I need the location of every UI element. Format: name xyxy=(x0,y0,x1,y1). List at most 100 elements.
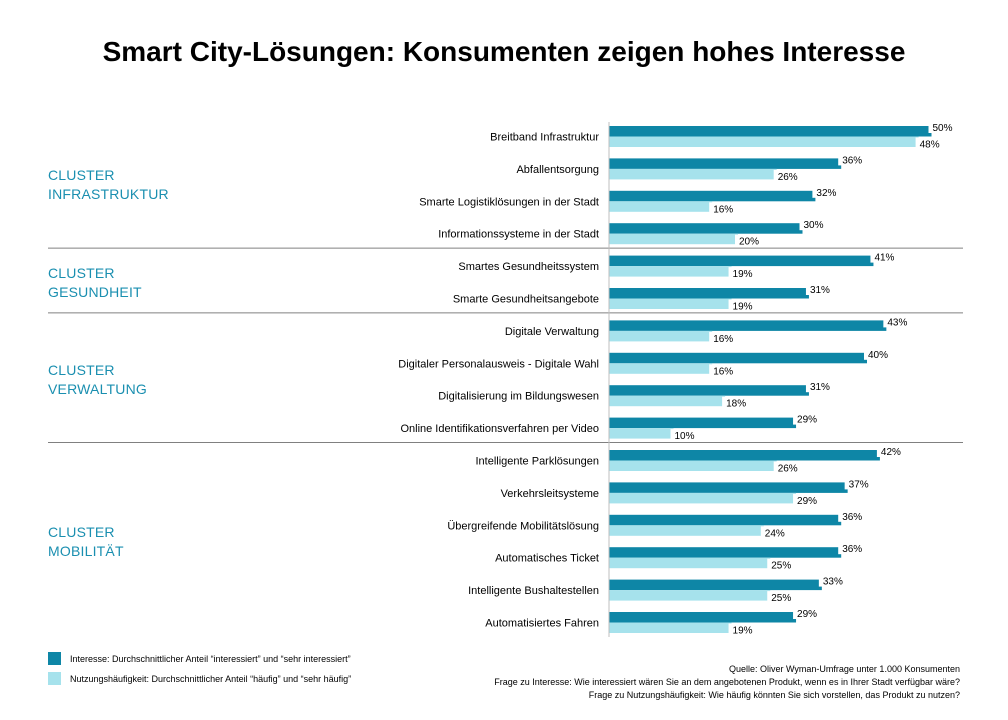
data-label-interest: 33% xyxy=(823,577,843,588)
category-label: Automatisches Ticket xyxy=(495,553,599,565)
bar-interest xyxy=(609,288,809,299)
bar-usage xyxy=(609,363,713,374)
data-label-interest: 37% xyxy=(849,479,869,490)
data-label-usage: 24% xyxy=(765,528,785,539)
cluster-label-line1: CLUSTER xyxy=(48,265,115,281)
data-label-bg xyxy=(773,169,804,182)
bar-usage xyxy=(609,298,732,309)
data-label-interest: 36% xyxy=(842,512,862,523)
category-label: Breitband Infrastruktur xyxy=(490,132,599,144)
data-label-interest: 43% xyxy=(887,317,907,328)
data-label-bg xyxy=(767,558,798,571)
data-label-bg xyxy=(805,283,836,295)
data-label-bg xyxy=(760,526,791,539)
bar-interest xyxy=(609,352,867,364)
data-label-interest: 36% xyxy=(842,155,862,166)
bar-usage xyxy=(609,525,764,536)
data-label-interest: 50% xyxy=(933,123,953,134)
data-label-usage: 16% xyxy=(713,366,733,377)
data-label-usage: 26% xyxy=(778,172,798,183)
data-label-usage: 10% xyxy=(675,431,695,442)
data-label-usage: 16% xyxy=(713,204,733,215)
category-label: Digitale Verwaltung xyxy=(505,326,599,338)
bar-usage xyxy=(609,590,771,601)
bar-interest xyxy=(609,612,797,623)
data-label-interest: 31% xyxy=(810,285,830,296)
bar-interest xyxy=(609,450,880,461)
data-label-bg xyxy=(838,542,869,555)
bar-interest xyxy=(609,255,874,267)
data-label-usage: 18% xyxy=(726,399,746,410)
data-label-bg xyxy=(793,412,824,425)
bar-interest xyxy=(609,385,809,396)
data-label-bg xyxy=(767,591,798,604)
cluster-label-line1: CLUSTER xyxy=(48,524,115,540)
category-label: Intelligente Bushaltestellen xyxy=(468,585,599,597)
legend-swatch-interest xyxy=(48,652,61,665)
category-label: Informationssysteme in der Stadt xyxy=(438,229,599,241)
bar-interest xyxy=(609,126,932,137)
data-label-interest: 31% xyxy=(810,382,830,393)
bar-usage xyxy=(609,557,771,569)
question-usage-line: Frage zu Nutzungshäufigkeit: Wie häufig … xyxy=(588,690,960,700)
bar-interest xyxy=(609,547,842,558)
data-label-usage: 25% xyxy=(771,561,791,572)
bar-interest xyxy=(609,158,842,169)
data-label-usage: 25% xyxy=(771,593,791,604)
data-label-bg xyxy=(670,429,701,442)
data-label-bg xyxy=(773,461,804,474)
cluster-label-verwaltung: CLUSTER VERWALTUNG xyxy=(48,361,147,399)
cluster-label-line2: VERWALTUNG xyxy=(48,381,147,397)
bar-interest xyxy=(609,482,848,493)
legend-item-usage: Nutzungshäufigkeit: Durchschnittlicher A… xyxy=(48,672,351,685)
cluster-label-line2: MOBILITÄT xyxy=(48,543,124,559)
bar-usage xyxy=(609,460,777,471)
data-label-bg xyxy=(844,477,875,490)
data-label-usage: 29% xyxy=(797,496,817,507)
category-label: Smarte Logistiklösungen in der Stadt xyxy=(419,196,599,208)
legend-label-interest: Interesse: Durchschnittlicher Anteil “in… xyxy=(70,653,351,664)
bar-interest xyxy=(609,514,842,526)
data-label-bg xyxy=(793,607,824,619)
chart-title: Smart City-Lösungen: Konsumenten zeigen … xyxy=(102,36,906,67)
data-label-usage: 19% xyxy=(733,626,753,637)
cluster-label-mobilitaet: CLUSTER MOBILITÄT xyxy=(48,523,124,561)
data-label-bg xyxy=(709,331,740,344)
category-label: Abfallentsorgung xyxy=(516,164,599,176)
data-label-usage: 20% xyxy=(739,237,759,248)
data-label-bg xyxy=(838,509,869,522)
data-label-interest: 30% xyxy=(804,220,824,231)
data-label-bg xyxy=(812,185,843,198)
data-label-bg xyxy=(818,574,849,587)
category-label: Online Identifikationsverfahren per Vide… xyxy=(400,423,599,435)
data-label-usage: 48% xyxy=(920,140,940,151)
cluster-label-infrastruktur: CLUSTER INFRASTRUKTUR xyxy=(48,166,169,204)
bar-interest xyxy=(609,417,797,429)
cluster-label-line2: GESUNDHEIT xyxy=(48,284,142,300)
data-label-bg xyxy=(864,347,894,360)
category-label: Intelligente Parklösungen xyxy=(475,456,599,468)
category-label: Digitalisierung im Bildungswesen xyxy=(438,391,599,403)
bar-interest xyxy=(609,320,887,331)
bar-usage xyxy=(609,395,726,407)
bar-interest xyxy=(609,190,816,202)
bar-usage xyxy=(609,622,732,633)
data-label-bg xyxy=(870,250,901,263)
data-label-bg xyxy=(722,396,753,409)
data-label-bg xyxy=(876,445,907,457)
data-label-usage: 19% xyxy=(733,302,753,313)
bar-usage xyxy=(609,136,919,147)
data-label-bg xyxy=(805,380,836,393)
bar-interest xyxy=(609,223,803,234)
data-label-usage: 26% xyxy=(778,464,798,475)
data-label-bg xyxy=(709,202,740,215)
bar-interest xyxy=(609,579,822,591)
legend-item-interest: Interesse: Durchschnittlicher Anteil “in… xyxy=(48,652,351,665)
question-interest-line: Frage zu Interesse: Wie interessiert wär… xyxy=(494,677,960,687)
cluster-label-line1: CLUSTER xyxy=(48,362,115,378)
data-label-interest: 29% xyxy=(797,415,817,426)
bar-usage xyxy=(609,330,713,342)
data-label-bg xyxy=(838,153,869,166)
data-label-interest: 29% xyxy=(797,609,817,620)
data-label-interest: 42% xyxy=(881,447,901,458)
